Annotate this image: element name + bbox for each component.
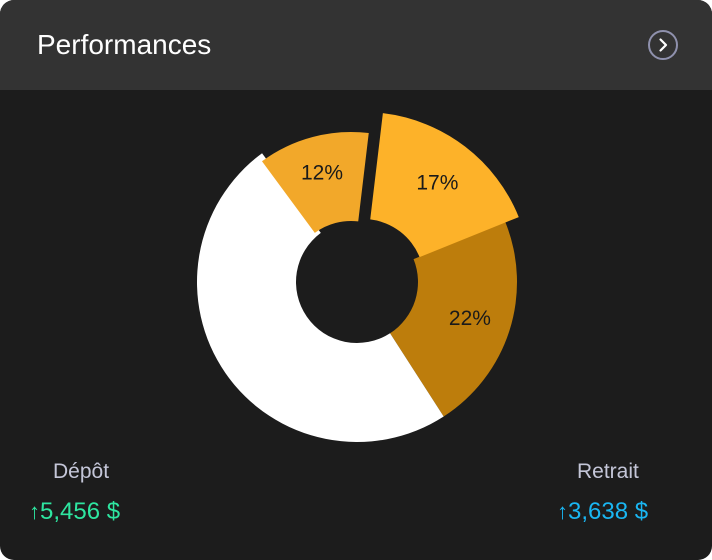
- donut-slice: [196, 153, 444, 443]
- withdrawal-label: Retrait: [577, 460, 639, 483]
- chevron-right-icon: [659, 38, 668, 52]
- arrow-up-icon: ↑: [557, 499, 568, 524]
- donut-slice-label: 22%: [449, 307, 491, 330]
- deposit-value: 5,456 $: [40, 498, 121, 525]
- withdrawal-amount: ↑3,638 $: [557, 497, 648, 527]
- donut-slice-label: 12%: [301, 161, 343, 184]
- donut-slice-label: 17%: [416, 172, 458, 195]
- arrow-up-icon: ↑: [29, 499, 40, 524]
- deposit-amount: ↑5,456 $: [29, 497, 120, 527]
- next-button[interactable]: [648, 30, 678, 60]
- card-header: Performances: [0, 0, 712, 90]
- card-title: Performances: [37, 29, 212, 60]
- deposit-label: Dépôt: [53, 460, 110, 483]
- donut-slice: [390, 222, 517, 417]
- donut-slice: [261, 132, 369, 233]
- withdrawal-value: 3,638 $: [568, 498, 649, 525]
- donut-slice: [370, 113, 519, 258]
